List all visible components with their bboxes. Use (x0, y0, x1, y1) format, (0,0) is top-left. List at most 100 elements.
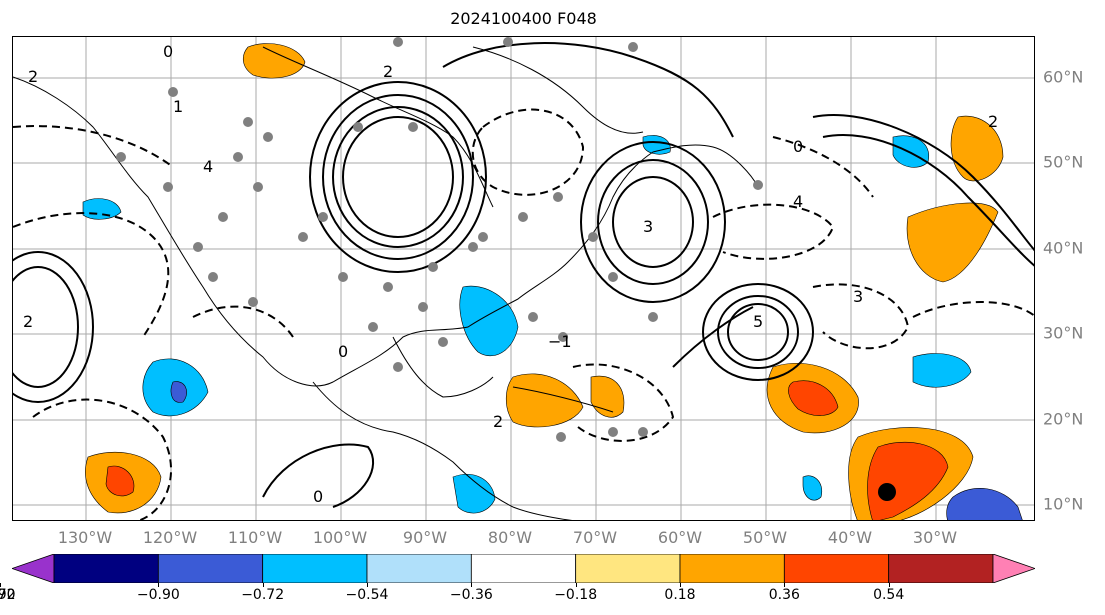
positive-contour (342, 116, 454, 238)
positive-contour (13, 251, 94, 403)
colorbar-tick-label: −0.36 (449, 587, 493, 603)
positive-contour (812, 114, 1034, 252)
positive-contour (612, 176, 694, 268)
svg-text:2: 2 (28, 67, 38, 86)
negative-contour (772, 136, 874, 198)
svg-text:1: 1 (173, 97, 183, 116)
shade-blue-region (452, 473, 496, 514)
positive-contour (442, 42, 734, 138)
positive-contour (332, 106, 464, 248)
svg-text:3: 3 (643, 217, 653, 236)
svg-text:0: 0 (338, 342, 348, 361)
svg-text:2: 2 (988, 112, 998, 131)
lon-label-30w: 30°W (912, 528, 958, 547)
colorbar-segment (157, 554, 264, 583)
lon-label-70w: 70°W (572, 528, 618, 547)
positive-contour (672, 306, 754, 368)
colorbar-arrow-right (992, 554, 1035, 583)
shade-blue-region (802, 475, 823, 501)
lon-label-120w: 120°W (142, 528, 198, 547)
station-dots (116, 37, 763, 442)
lon-label-130w: 130°W (57, 528, 113, 547)
positive-contour (717, 295, 799, 369)
positive-contour (727, 303, 789, 361)
negative-contour (32, 398, 173, 520)
colorbar-tick-mark (0, 583, 1, 587)
svg-text:0: 0 (793, 137, 803, 156)
positive-contour (322, 94, 474, 260)
colorbar-segment (470, 554, 577, 583)
colorbar-tick-mark (471, 583, 473, 587)
lat-label-10n: 10°N (1043, 494, 1084, 514)
map-panel: 0 2 4 1 3 5 −1 0 3 4 2 0 2 0 2 2 (12, 36, 1035, 521)
shade-blue-region (912, 353, 972, 388)
positive-contour (597, 159, 709, 285)
lat-label-50n: 50°N (1043, 152, 1084, 172)
colorbar-tick-mark (784, 583, 786, 587)
svg-text:3: 3 (853, 287, 863, 306)
svg-text:2: 2 (383, 62, 393, 81)
shade-blue-region (946, 488, 1023, 520)
lat-label-40n: 40°N (1043, 238, 1084, 258)
colorbar-tick-mark (367, 583, 368, 587)
svg-text:4: 4 (793, 192, 803, 211)
lon-label-80w: 80°W (487, 528, 533, 547)
colorbar (12, 554, 1035, 583)
lat-label-60n: 60°N (1043, 67, 1084, 87)
svg-text:0: 0 (163, 42, 173, 61)
positive-contour (262, 443, 374, 508)
svg-text:−1: −1 (548, 332, 572, 351)
negative-contour (13, 125, 174, 168)
negative-contour (712, 203, 835, 260)
svg-text:2: 2 (493, 412, 503, 431)
colorbar-tick-label: 0.18 (664, 587, 696, 603)
positive-contour (822, 134, 1034, 267)
colorbar-tick-label: −0.90 (136, 587, 180, 603)
graticule (13, 37, 1034, 520)
lon-label-100w: 100°W (312, 528, 368, 547)
negative-contour (572, 363, 675, 442)
coastlines (13, 46, 759, 520)
colorbar-segment (262, 554, 368, 583)
colorbar-tick-label: −0.18 (554, 587, 598, 603)
colorbar-segment (783, 554, 890, 583)
shade-orange-region (590, 375, 625, 418)
lon-label-110w: 110°W (227, 528, 283, 547)
colorbar-segment (53, 554, 159, 583)
contour-lines (13, 42, 1034, 520)
negative-contour (471, 108, 585, 196)
positive-contour (580, 141, 726, 303)
colorbar-tick-label: 0.54 (873, 587, 905, 603)
negative-contour (912, 301, 1034, 318)
colorbar-tick-mark (680, 583, 681, 587)
lat-label-30n: 30°N (1043, 323, 1084, 343)
colorbar-tick-label: 0.72 (0, 587, 16, 603)
svg-text:2: 2 (23, 312, 33, 331)
shade-orange-region (906, 202, 999, 283)
colorbar-tick-mark (158, 583, 160, 587)
lon-label-40w: 40°W (827, 528, 873, 547)
shade-blue-region (459, 285, 519, 357)
colorbar-segment (679, 554, 785, 583)
colorbar-tick-label: −0.72 (241, 587, 285, 603)
shade-orange-region (243, 43, 306, 79)
shade-red-region (105, 465, 135, 497)
lon-label-50w: 50°W (742, 528, 788, 547)
colorbar-segment (366, 554, 472, 583)
positive-contour (702, 283, 814, 381)
colorbar-tick-label: 0.90 (0, 587, 16, 603)
colorbar-tick-mark (888, 583, 890, 587)
svg-text:4: 4 (203, 157, 213, 176)
svg-text:0: 0 (313, 487, 323, 506)
colorbar-tick-mark (575, 583, 577, 587)
shade-red-region (788, 380, 839, 416)
colorbar-segment (888, 554, 994, 583)
map-title: 2024100400 F048 (450, 9, 597, 28)
shade-orange-region (950, 115, 1004, 182)
colorbar-tick-mark (262, 583, 264, 587)
svg-text:5: 5 (753, 312, 763, 331)
lon-label-90w: 90°W (402, 528, 448, 547)
lat-label-20n: 20°N (1043, 409, 1084, 429)
map-svg: 0 2 4 1 3 5 −1 0 3 4 2 0 2 0 2 2 (13, 37, 1034, 520)
shade-navy-region (170, 381, 187, 403)
